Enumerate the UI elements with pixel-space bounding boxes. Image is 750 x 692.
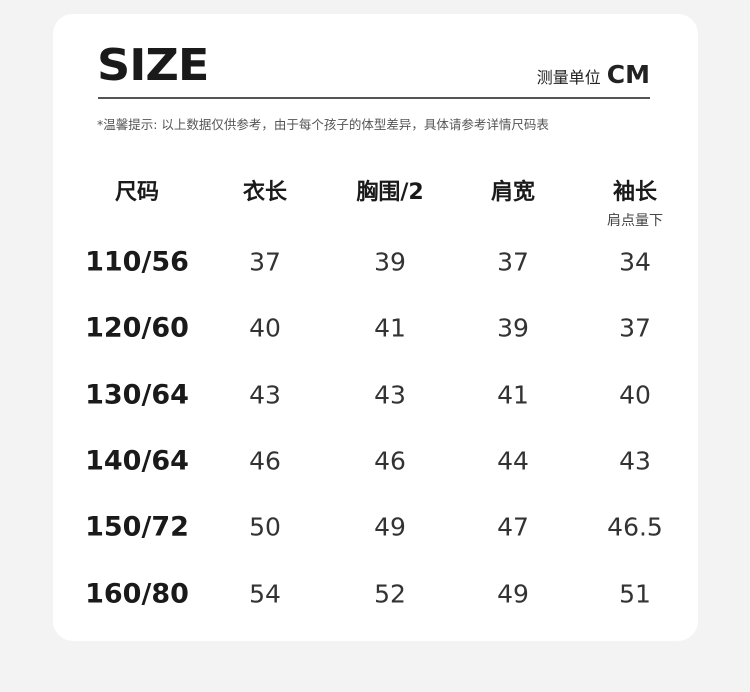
- size-logo: SIZE: [97, 40, 209, 91]
- size-label: 160/80: [85, 578, 189, 610]
- table-cell: 46: [249, 446, 281, 476]
- table-cell: 43: [249, 380, 281, 410]
- table-cell: 47: [497, 512, 529, 542]
- table-cell: 39: [374, 247, 406, 277]
- table-cell: 51: [619, 579, 651, 609]
- unit-value: CM: [606, 60, 650, 89]
- column-header: 肩宽: [490, 180, 536, 205]
- table-cell: 49: [374, 512, 406, 542]
- table-cell: 54: [249, 579, 281, 609]
- column-header: 衣长: [242, 180, 288, 205]
- table-cell: 49: [497, 579, 529, 609]
- table-cell: 44: [497, 446, 529, 476]
- size-label: 140/64: [85, 445, 189, 477]
- column-header: 袖长: [612, 180, 658, 205]
- table-cell: 40: [249, 313, 281, 343]
- table-cell: 37: [619, 313, 651, 343]
- size-label: 130/64: [85, 379, 189, 411]
- table-cell: 46: [374, 446, 406, 476]
- table-cell: 40: [619, 380, 651, 410]
- table-cell: 43: [374, 380, 406, 410]
- table-cell: 46.5: [607, 512, 663, 542]
- table-cell: 52: [374, 579, 406, 609]
- size-label: 150/72: [85, 511, 189, 543]
- table-cell: 41: [374, 313, 406, 343]
- table-cell: 41: [497, 380, 529, 410]
- measurement-unit: 测量单位 CM: [537, 60, 650, 89]
- size-chart-card: [53, 14, 698, 641]
- column-header: 胸围/2: [356, 180, 424, 205]
- sleeve-note: 肩点量下: [607, 213, 663, 229]
- table-cell: 37: [497, 247, 529, 277]
- size-label: 110/56: [85, 246, 189, 278]
- unit-label: 测量单位: [536, 68, 601, 87]
- table-cell: 39: [497, 313, 529, 343]
- size-label: 120/60: [85, 312, 189, 344]
- column-header: 尺码: [114, 180, 160, 205]
- table-cell: 34: [619, 247, 651, 277]
- table-cell: 37: [249, 247, 281, 277]
- tip-text: *温馨提示: 以上数据仅供参考，由于每个孩子的体型差异，具体请参考详情尺码表: [97, 117, 549, 132]
- table-cell: 43: [619, 446, 651, 476]
- table-cell: 50: [249, 512, 281, 542]
- divider: [98, 97, 650, 99]
